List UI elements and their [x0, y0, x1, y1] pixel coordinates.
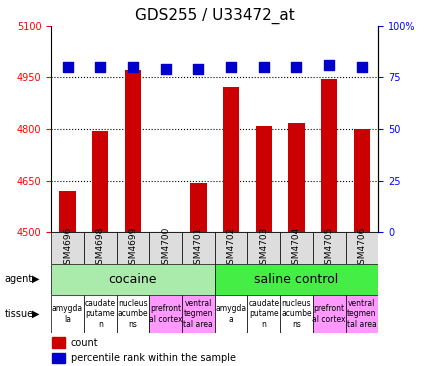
FancyBboxPatch shape	[182, 295, 215, 333]
Text: ▶: ▶	[32, 309, 40, 319]
Text: GSM4699: GSM4699	[129, 226, 138, 270]
FancyBboxPatch shape	[117, 295, 150, 333]
FancyBboxPatch shape	[51, 264, 215, 295]
Text: prefront
al cortex: prefront al cortex	[149, 304, 182, 324]
Title: GDS255 / U33472_at: GDS255 / U33472_at	[135, 8, 295, 24]
Text: GSM4706: GSM4706	[357, 226, 366, 270]
Bar	[321, 79, 337, 232]
Bar	[92, 131, 109, 232]
Point	[227, 64, 235, 70]
Text: GSM4696: GSM4696	[63, 226, 72, 270]
Bar	[59, 191, 76, 232]
Text: ventral
tegmen
tal area: ventral tegmen tal area	[347, 299, 377, 329]
FancyBboxPatch shape	[280, 295, 313, 333]
Point	[260, 64, 267, 70]
Point	[358, 64, 365, 70]
Point	[326, 62, 333, 68]
Text: amygda
a: amygda a	[215, 304, 247, 324]
FancyBboxPatch shape	[117, 232, 150, 264]
Text: saline control: saline control	[255, 273, 339, 285]
Text: ▶: ▶	[32, 274, 40, 284]
Text: count: count	[71, 337, 99, 348]
FancyBboxPatch shape	[84, 295, 117, 333]
FancyBboxPatch shape	[51, 295, 84, 333]
Bar	[255, 126, 272, 232]
FancyBboxPatch shape	[280, 232, 313, 264]
Text: GSM4700: GSM4700	[161, 226, 170, 270]
FancyBboxPatch shape	[247, 232, 280, 264]
Text: amygda
la: amygda la	[52, 304, 83, 324]
Bar	[354, 129, 370, 232]
Text: cocaine: cocaine	[109, 273, 157, 285]
Text: caudate
putame
n: caudate putame n	[248, 299, 279, 329]
Text: GSM4701: GSM4701	[194, 226, 203, 270]
Bar	[125, 70, 141, 232]
FancyBboxPatch shape	[150, 232, 182, 264]
FancyBboxPatch shape	[51, 232, 84, 264]
FancyBboxPatch shape	[215, 264, 378, 295]
Bar	[223, 87, 239, 232]
FancyBboxPatch shape	[313, 232, 346, 264]
Text: GSM4704: GSM4704	[292, 226, 301, 270]
Text: percentile rank within the sample: percentile rank within the sample	[71, 353, 236, 363]
Text: caudate
putame
n: caudate putame n	[85, 299, 116, 329]
Point	[64, 64, 71, 70]
FancyBboxPatch shape	[346, 295, 378, 333]
Text: GSM4702: GSM4702	[227, 226, 235, 270]
Text: GSM4705: GSM4705	[325, 226, 334, 270]
Bar	[52, 353, 65, 363]
Bar	[190, 183, 206, 232]
FancyBboxPatch shape	[346, 232, 378, 264]
Bar	[52, 337, 65, 348]
FancyBboxPatch shape	[215, 232, 247, 264]
FancyBboxPatch shape	[182, 232, 215, 264]
Text: prefront
al cortex: prefront al cortex	[312, 304, 346, 324]
Point	[97, 64, 104, 70]
Bar	[288, 123, 305, 232]
Text: nucleus
acumbe
ns: nucleus acumbe ns	[117, 299, 148, 329]
FancyBboxPatch shape	[247, 295, 280, 333]
Point	[129, 64, 137, 70]
Text: ventral
tegmen
tal area: ventral tegmen tal area	[183, 299, 213, 329]
Text: agent: agent	[4, 274, 32, 284]
Text: GSM4698: GSM4698	[96, 226, 105, 270]
Point	[293, 64, 300, 70]
FancyBboxPatch shape	[215, 295, 247, 333]
FancyBboxPatch shape	[150, 295, 182, 333]
Text: tissue: tissue	[4, 309, 33, 319]
FancyBboxPatch shape	[84, 232, 117, 264]
FancyBboxPatch shape	[313, 295, 346, 333]
Point	[162, 66, 169, 72]
Point	[195, 66, 202, 72]
Text: nucleus
acumbe
ns: nucleus acumbe ns	[281, 299, 312, 329]
Text: GSM4703: GSM4703	[259, 226, 268, 270]
